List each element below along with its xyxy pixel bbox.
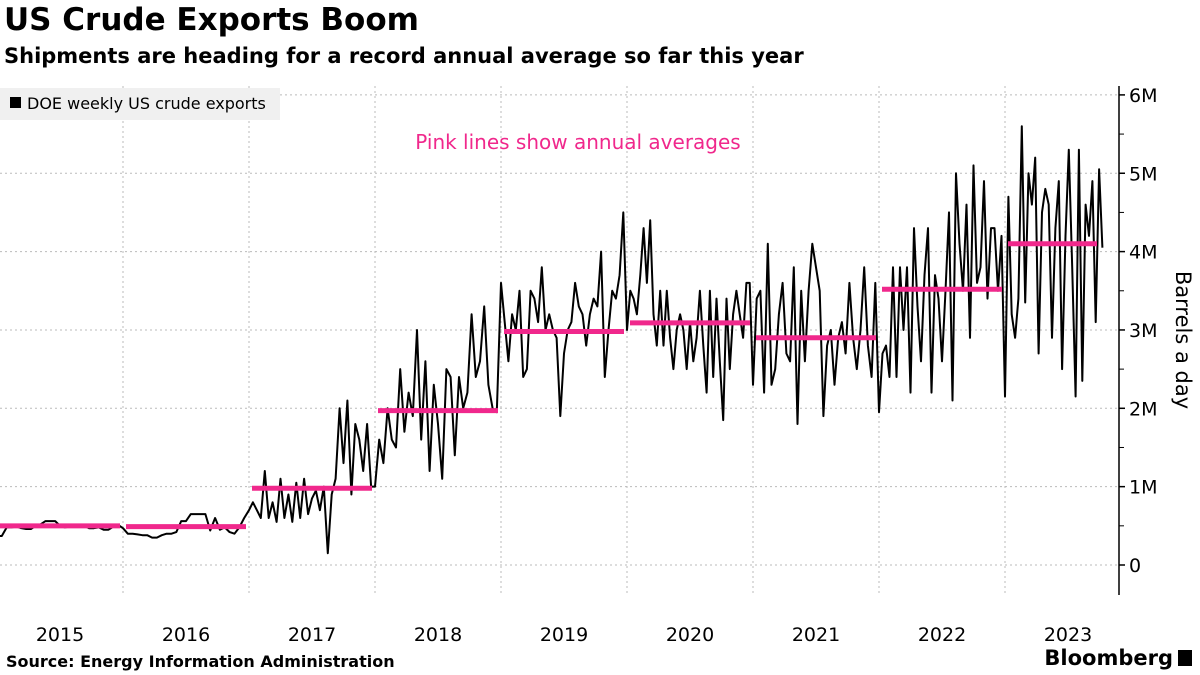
legend-swatch — [10, 97, 21, 108]
x-tick-label: 2021 — [792, 624, 840, 646]
y-tick-label: 6M — [1129, 85, 1157, 107]
y-tick-label: 0 — [1129, 555, 1141, 577]
x-tick-label: 2020 — [666, 624, 714, 646]
bloomberg-logo-icon — [1178, 650, 1192, 666]
x-tick-label: 2019 — [540, 624, 588, 646]
y-tick-label: 5M — [1129, 163, 1157, 185]
x-tick-label: 2023 — [1044, 624, 1092, 646]
y-axis-label: Barrels a day — [1171, 271, 1195, 409]
chart-title: US Crude Exports Boom — [4, 2, 419, 38]
chart-subtitle: Shipments are heading for a record annua… — [4, 44, 804, 68]
source-note: Source: Energy Information Administratio… — [6, 652, 395, 671]
legend: DOE weekly US crude exports — [0, 88, 280, 120]
y-tick-label: 1M — [1129, 477, 1157, 499]
x-tick-label: 2022 — [918, 624, 966, 646]
x-tick-label: 2016 — [162, 624, 210, 646]
y-tick-label: 3M — [1129, 320, 1157, 342]
weekly-exports-line — [0, 125, 1104, 555]
annotation-text: Pink lines show annual averages — [415, 130, 740, 154]
y-tick-label: 4M — [1129, 242, 1157, 264]
x-tick-label: 2015 — [36, 624, 84, 646]
x-tick-label: 2018 — [414, 624, 462, 646]
legend-label: DOE weekly US crude exports — [27, 94, 266, 113]
legend-background — [0, 88, 280, 120]
x-tick-label: 2017 — [288, 624, 336, 646]
bloomberg-logo: Bloomberg — [1044, 646, 1192, 670]
y-tick-label: 2M — [1129, 398, 1157, 420]
